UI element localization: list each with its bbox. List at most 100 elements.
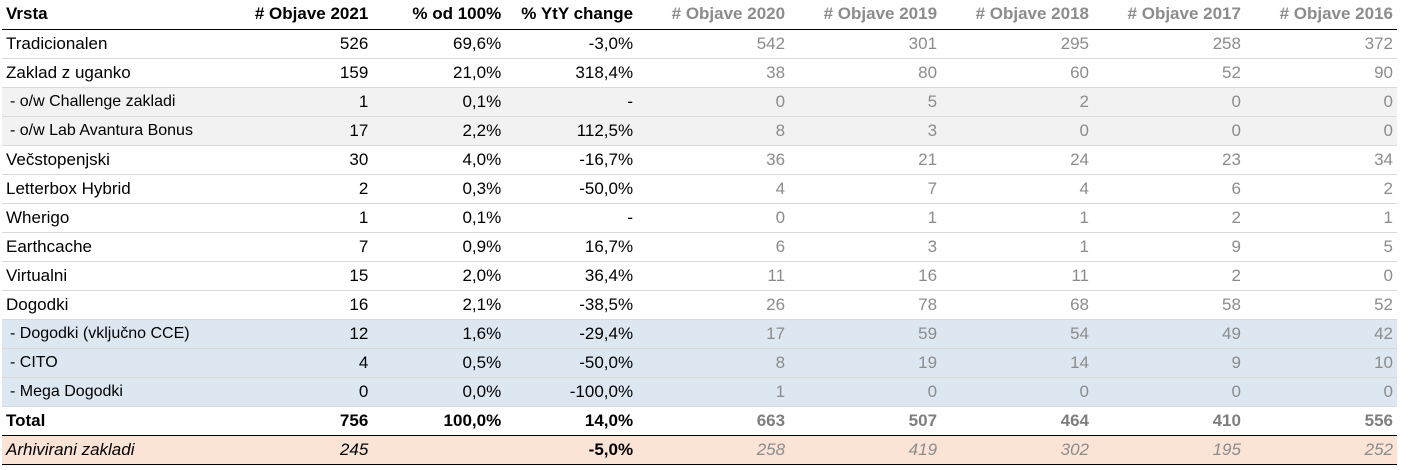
cell-2021: 1	[237, 203, 373, 233]
cell-pct: 2,0%	[372, 261, 506, 291]
table-row: Virtualni 15 2,0% 36,4% 11 16 11 2 0	[2, 261, 1397, 291]
cell-2017: 58	[1093, 289, 1245, 320]
cell-2017: 0	[1093, 87, 1245, 117]
total-yty: 14,0%	[505, 405, 638, 436]
cell-2020: 8	[637, 116, 790, 146]
row-label: Zaklad z uganko	[2, 58, 238, 88]
table-row: - CITO 4 0,5% -50,0% 8 19 14 9 10	[2, 348, 1397, 378]
cell-yty: 16,7%	[505, 232, 638, 262]
archived-2021: 245	[237, 435, 373, 465]
cell-2021: 16	[237, 289, 373, 320]
cell-2020: 38	[637, 58, 790, 88]
cell-yty: -50,0%	[505, 174, 638, 204]
cell-2018: 11	[941, 261, 1093, 291]
archived-2017: 195	[1093, 435, 1245, 465]
cell-2017: 49	[1093, 319, 1245, 349]
header-objave-2018: # Objave 2018	[941, 0, 1093, 30]
table-row: Večstopenjski 30 4,0% -16,7% 36 21 24 23…	[2, 145, 1397, 175]
cell-2021: 15	[237, 261, 373, 291]
cell-2021: 0	[237, 377, 373, 407]
cell-2017: 52	[1093, 58, 1245, 88]
cell-yty: -	[505, 87, 638, 117]
archived-2019: 419	[789, 435, 942, 465]
cell-2021: 1	[237, 87, 373, 117]
table-row: Letterbox Hybrid 2 0,3% -50,0% 4 7 4 6 2	[2, 174, 1397, 204]
cell-yty: -50,0%	[505, 348, 638, 378]
archived-pct	[372, 435, 506, 465]
cell-pct: 0,0%	[372, 377, 506, 407]
cell-2017: 23	[1093, 145, 1245, 175]
cell-2019: 19	[789, 348, 942, 378]
cell-2016: 2	[1244, 174, 1397, 204]
cell-2019: 3	[789, 116, 942, 146]
cell-2019: 7	[789, 174, 942, 204]
cell-pct: 0,9%	[372, 232, 506, 262]
row-label: - CITO	[2, 348, 238, 378]
archived-2016: 252	[1244, 435, 1397, 465]
cell-2019: 80	[789, 58, 942, 88]
cell-2018: 2	[941, 87, 1093, 117]
cell-2016: 52	[1244, 289, 1397, 320]
cell-2017: 9	[1093, 348, 1245, 378]
row-label: - Dogodki (vključno CCE)	[2, 319, 238, 349]
total-2020: 663	[637, 405, 790, 436]
cell-2018: 4	[941, 174, 1093, 204]
row-label: Tradicionalen	[2, 29, 238, 59]
header-objave-2021: # Objave 2021	[237, 0, 373, 30]
cell-2020: 26	[637, 289, 790, 320]
row-label: Wherigo	[2, 203, 238, 233]
cell-yty: -29,4%	[505, 319, 638, 349]
cell-2020: 4	[637, 174, 790, 204]
cell-2021: 7	[237, 232, 373, 262]
cell-2016: 0	[1244, 261, 1397, 291]
total-2019: 507	[789, 405, 942, 436]
table-row: Earthcache 7 0,9% 16,7% 6 3 1 9 5	[2, 232, 1397, 262]
total-pct: 100,0%	[372, 405, 506, 436]
row-label: - Mega Dogodki	[2, 377, 238, 407]
table-row: Tradicionalen 526 69,6% -3,0% 542 301 29…	[2, 29, 1397, 59]
header-objave-2016: # Objave 2016	[1244, 0, 1397, 30]
cell-2019: 78	[789, 289, 942, 320]
cell-yty: -16,7%	[505, 145, 638, 175]
total-2017: 410	[1093, 405, 1245, 436]
cell-2020: 1	[637, 377, 790, 407]
cell-2018: 24	[941, 145, 1093, 175]
cell-pct: 2,1%	[372, 289, 506, 320]
cell-2020: 0	[637, 203, 790, 233]
cell-2020: 0	[637, 87, 790, 117]
header-vrsta: Vrsta	[2, 0, 238, 30]
table-row: Wherigo 1 0,1% - 0 1 1 2 1	[2, 203, 1397, 233]
table-row: Zaklad z uganko 159 21,0% 318,4% 38 80 6…	[2, 58, 1397, 88]
cell-2018: 14	[941, 348, 1093, 378]
cell-2017: 258	[1093, 29, 1245, 59]
total-2018: 464	[941, 405, 1093, 436]
cell-2017: 6	[1093, 174, 1245, 204]
cell-2016: 5	[1244, 232, 1397, 262]
table-row: - o/w Challenge zakladi 1 0,1% - 0 5 2 0…	[2, 87, 1397, 117]
total-label: Total	[2, 405, 238, 436]
total-2021: 756	[237, 405, 373, 436]
cell-pct: 21,0%	[372, 58, 506, 88]
cell-2016: 0	[1244, 87, 1397, 117]
cell-2017: 0	[1093, 116, 1245, 146]
cell-yty: -100,0%	[505, 377, 638, 407]
cell-2020: 6	[637, 232, 790, 262]
cell-2021: 30	[237, 145, 373, 175]
table-row: Dogodki 16 2,1% -38,5% 26 78 68 58 52	[2, 289, 1397, 320]
cell-2017: 0	[1093, 377, 1245, 407]
cell-2017: 2	[1093, 203, 1245, 233]
cell-yty: 36,4%	[505, 261, 638, 291]
archived-row: Arhivirani zakladi 245 -5,0% 258 419 302…	[2, 435, 1397, 465]
cell-2019: 0	[789, 377, 942, 407]
archived-label: Arhivirani zakladi	[2, 435, 238, 465]
cell-yty: 318,4%	[505, 58, 638, 88]
cell-2016: 1	[1244, 203, 1397, 233]
cell-2019: 3	[789, 232, 942, 262]
row-label: - o/w Lab Avantura Bonus	[2, 116, 238, 146]
header-objave-2017: # Objave 2017	[1093, 0, 1245, 30]
archived-yty: -5,0%	[505, 435, 638, 465]
cell-2016: 0	[1244, 377, 1397, 407]
cell-2019: 59	[789, 319, 942, 349]
cell-2020: 542	[637, 29, 790, 59]
table-row: - Mega Dogodki 0 0,0% -100,0% 1 0 0 0 0	[2, 377, 1397, 407]
